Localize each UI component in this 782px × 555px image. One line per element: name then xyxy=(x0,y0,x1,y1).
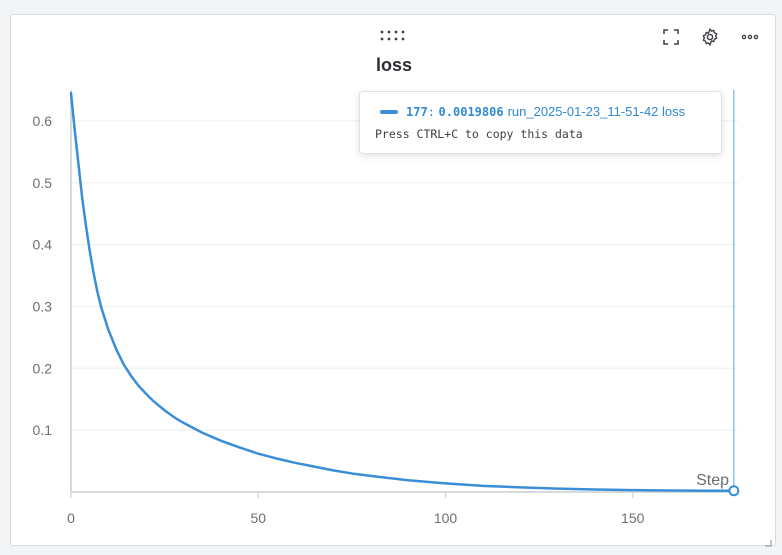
tooltip-row: 177: 0.0019806 run_2025-01-23_11-51-42 lo… xyxy=(380,104,685,119)
y-tick-label: 0.4 xyxy=(33,237,53,253)
hover-cursor xyxy=(728,90,740,497)
y-tick-label: 0.2 xyxy=(33,360,53,376)
panel-title: loss xyxy=(375,55,413,75)
tooltip-hint: Press CTRL+C to copy this data xyxy=(375,127,583,141)
series-swatch xyxy=(380,109,398,114)
y-tick-label: 0.3 xyxy=(33,298,53,314)
drag-handle-icon[interactable] xyxy=(379,29,409,43)
series-layer xyxy=(69,91,736,493)
hover-point-marker xyxy=(728,485,740,497)
tick-labels: 0.1 0.2 0.3 0.4 0.5 0.6 0 50 100 150 Step xyxy=(33,113,730,526)
y-tick-label: 0.6 xyxy=(33,113,53,129)
more-options-icon[interactable] xyxy=(740,27,760,47)
x-axis-label: Step xyxy=(696,472,729,489)
x-tick-label: 100 xyxy=(434,510,458,526)
chart-grid xyxy=(71,120,738,431)
x-tick-label: 50 xyxy=(250,510,266,526)
x-tick-label: 150 xyxy=(621,510,645,526)
x-tick-label: 0 xyxy=(67,510,75,526)
gear-icon[interactable] xyxy=(700,27,720,47)
hover-tooltip: 177: 0.0019806 run_2025-01-23_11-51-42 lo… xyxy=(359,91,722,154)
tooltip-colon: : xyxy=(427,105,435,119)
y-tick-label: 0.1 xyxy=(33,422,53,438)
fullscreen-icon[interactable] xyxy=(661,27,681,47)
tooltip-run-label: run_2025-01-23_11-51-42 loss xyxy=(507,104,686,119)
loss-series-line xyxy=(69,91,736,493)
tooltip-value: 0.0019806 xyxy=(438,105,504,119)
chart-axes xyxy=(70,90,738,498)
resize-handle-icon[interactable] xyxy=(764,534,772,547)
y-tick-label: 0.5 xyxy=(33,175,53,191)
tooltip-step: 177 xyxy=(406,105,428,119)
